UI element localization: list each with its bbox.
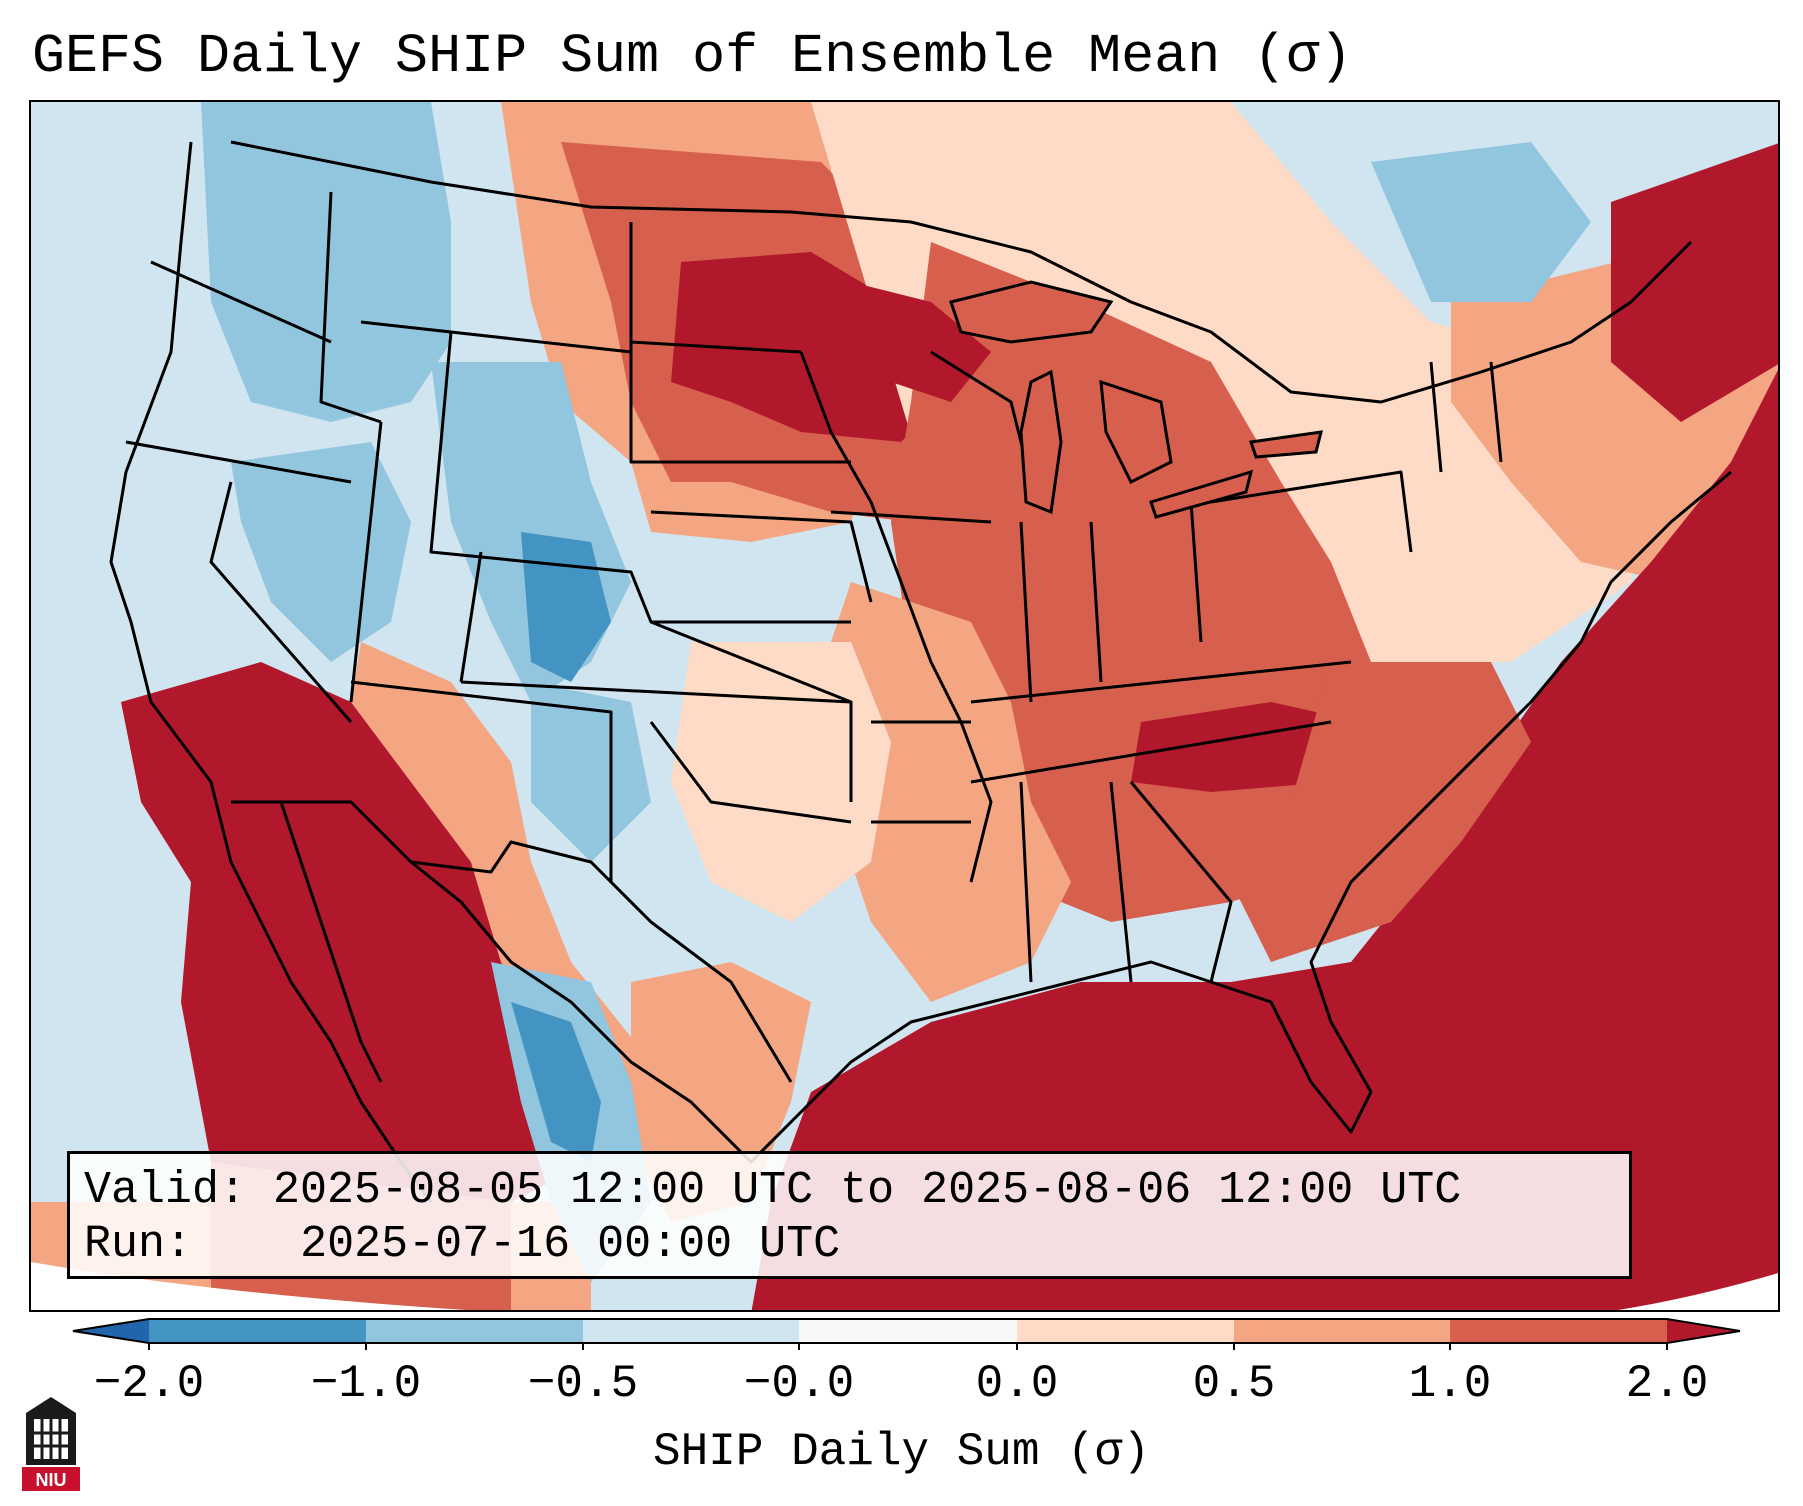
state-line-dakotas — [629, 222, 802, 462]
state-line-ut-co — [459, 551, 483, 683]
colorbar-tick-label: −0.5 — [527, 1358, 639, 1410]
mexico-border — [231, 800, 793, 1083]
field-sierra-madre-blue — [511, 1002, 601, 1162]
state-line-ar-la — [871, 720, 971, 824]
colorbar-bin-1 — [149, 1319, 366, 1343]
run-label: Run: — [84, 1219, 193, 1270]
colorbar-bin-3 — [583, 1319, 799, 1343]
pacific-coastline — [109, 141, 433, 1203]
state-line-tx-ok — [649, 721, 852, 824]
ship-anomaly-map — [31, 102, 1778, 1310]
projection-edge-right — [1618, 1273, 1778, 1310]
lake-michigan — [1019, 369, 1063, 515]
field-atlantic-gulf-deep — [751, 369, 1778, 1310]
state-line-wa-or — [150, 260, 332, 344]
state-line-nv-ca — [209, 481, 353, 723]
colorbar-bin-5 — [1017, 1319, 1234, 1343]
state-line-or-ca — [125, 440, 352, 484]
run-time: 2025-07-16 00:00 UTC — [300, 1219, 841, 1270]
colorbar-bin-6 — [1234, 1319, 1450, 1343]
colorbar-bin-4 — [799, 1319, 1017, 1343]
state-line-ia-mo — [830, 510, 992, 524]
niu-logo-icon: NIU — [22, 1397, 80, 1491]
colorbar-extend-right — [1667, 1319, 1740, 1343]
state-line-mississippi-river — [799, 351, 993, 883]
state-line-az-nm — [350, 680, 613, 882]
colorbar-tick-label: 2.0 — [1625, 1358, 1709, 1410]
lake-superior — [949, 280, 1114, 344]
valid-label: Valid: — [84, 1165, 247, 1216]
colorbar-tick-label: −0.0 — [743, 1358, 855, 1410]
field-northwest-lightblue — [201, 102, 451, 422]
valid-range: 2025-08-05 12:00 UTC to 2025-08-06 12:00… — [273, 1165, 1462, 1216]
state-line-ga-sc — [1129, 781, 1233, 983]
colorbar-ticks — [148, 1343, 1668, 1350]
field-southwest-deep — [121, 662, 591, 1202]
lake-huron — [1099, 379, 1173, 485]
map-panel — [29, 100, 1780, 1312]
field-northeast-deep — [1611, 143, 1778, 422]
field-plains-peach — [671, 642, 891, 922]
colorbar-tick-label: −2.0 — [93, 1358, 205, 1410]
chart-title: GEFS Daily SHIP Sum of Ensemble Mean (σ) — [32, 25, 1353, 88]
colorbar-label: SHIP Daily Sum (σ) — [653, 1426, 1150, 1478]
state-line-pa-ny — [1210, 470, 1413, 553]
colorbar-bin-7 — [1450, 1319, 1667, 1343]
canada-border — [230, 140, 1693, 404]
state-line-ok — [650, 620, 853, 802]
state-line-co-nm — [460, 680, 852, 704]
baja-coastline — [279, 801, 383, 1083]
state-line-new-england — [1429, 361, 1503, 473]
valid-run-info-box: Valid: 2025-08-05 12:00 UTC to 2025-08-0… — [67, 1151, 1632, 1279]
lake-erie — [1149, 469, 1254, 519]
colorbar-bin-2 — [366, 1319, 583, 1343]
colorbar-tick-label: 0.0 — [975, 1358, 1059, 1410]
state-line-ms-al — [1019, 781, 1133, 983]
state-line-nv-ut — [349, 421, 383, 703]
gulf-coastline — [410, 470, 1732, 1164]
state-line-ne-ks — [650, 510, 873, 603]
field-southeast-coast-red — [1231, 662, 1531, 962]
lake-ontario — [1249, 430, 1323, 459]
field-colorado-blue — [521, 532, 611, 682]
projection-edge-left — [31, 1262, 466, 1310]
colorbar-extend-left — [73, 1319, 149, 1343]
great-lakes — [949, 280, 1323, 519]
colorbar-tick-label: 1.0 — [1408, 1358, 1492, 1410]
field-southeast-salmon — [811, 582, 1071, 1002]
field-greatbasin-lightblue — [231, 442, 411, 662]
state-line-wy-co — [429, 331, 851, 624]
colorbar-tick-label: −1.0 — [310, 1358, 422, 1410]
field-canada-lightblue — [1371, 142, 1591, 302]
state-line-tn-ky — [970, 660, 1352, 784]
colorbar — [72, 1318, 1741, 1350]
colorbar-tick-label: 0.5 — [1192, 1358, 1276, 1410]
logo-text: NIU — [36, 1470, 67, 1490]
field-newmexico-lightblue — [531, 682, 651, 862]
field-upper-midwest-deep — [851, 282, 991, 402]
state-line-id — [319, 191, 382, 424]
state-line-il-in-oh — [1019, 501, 1203, 703]
